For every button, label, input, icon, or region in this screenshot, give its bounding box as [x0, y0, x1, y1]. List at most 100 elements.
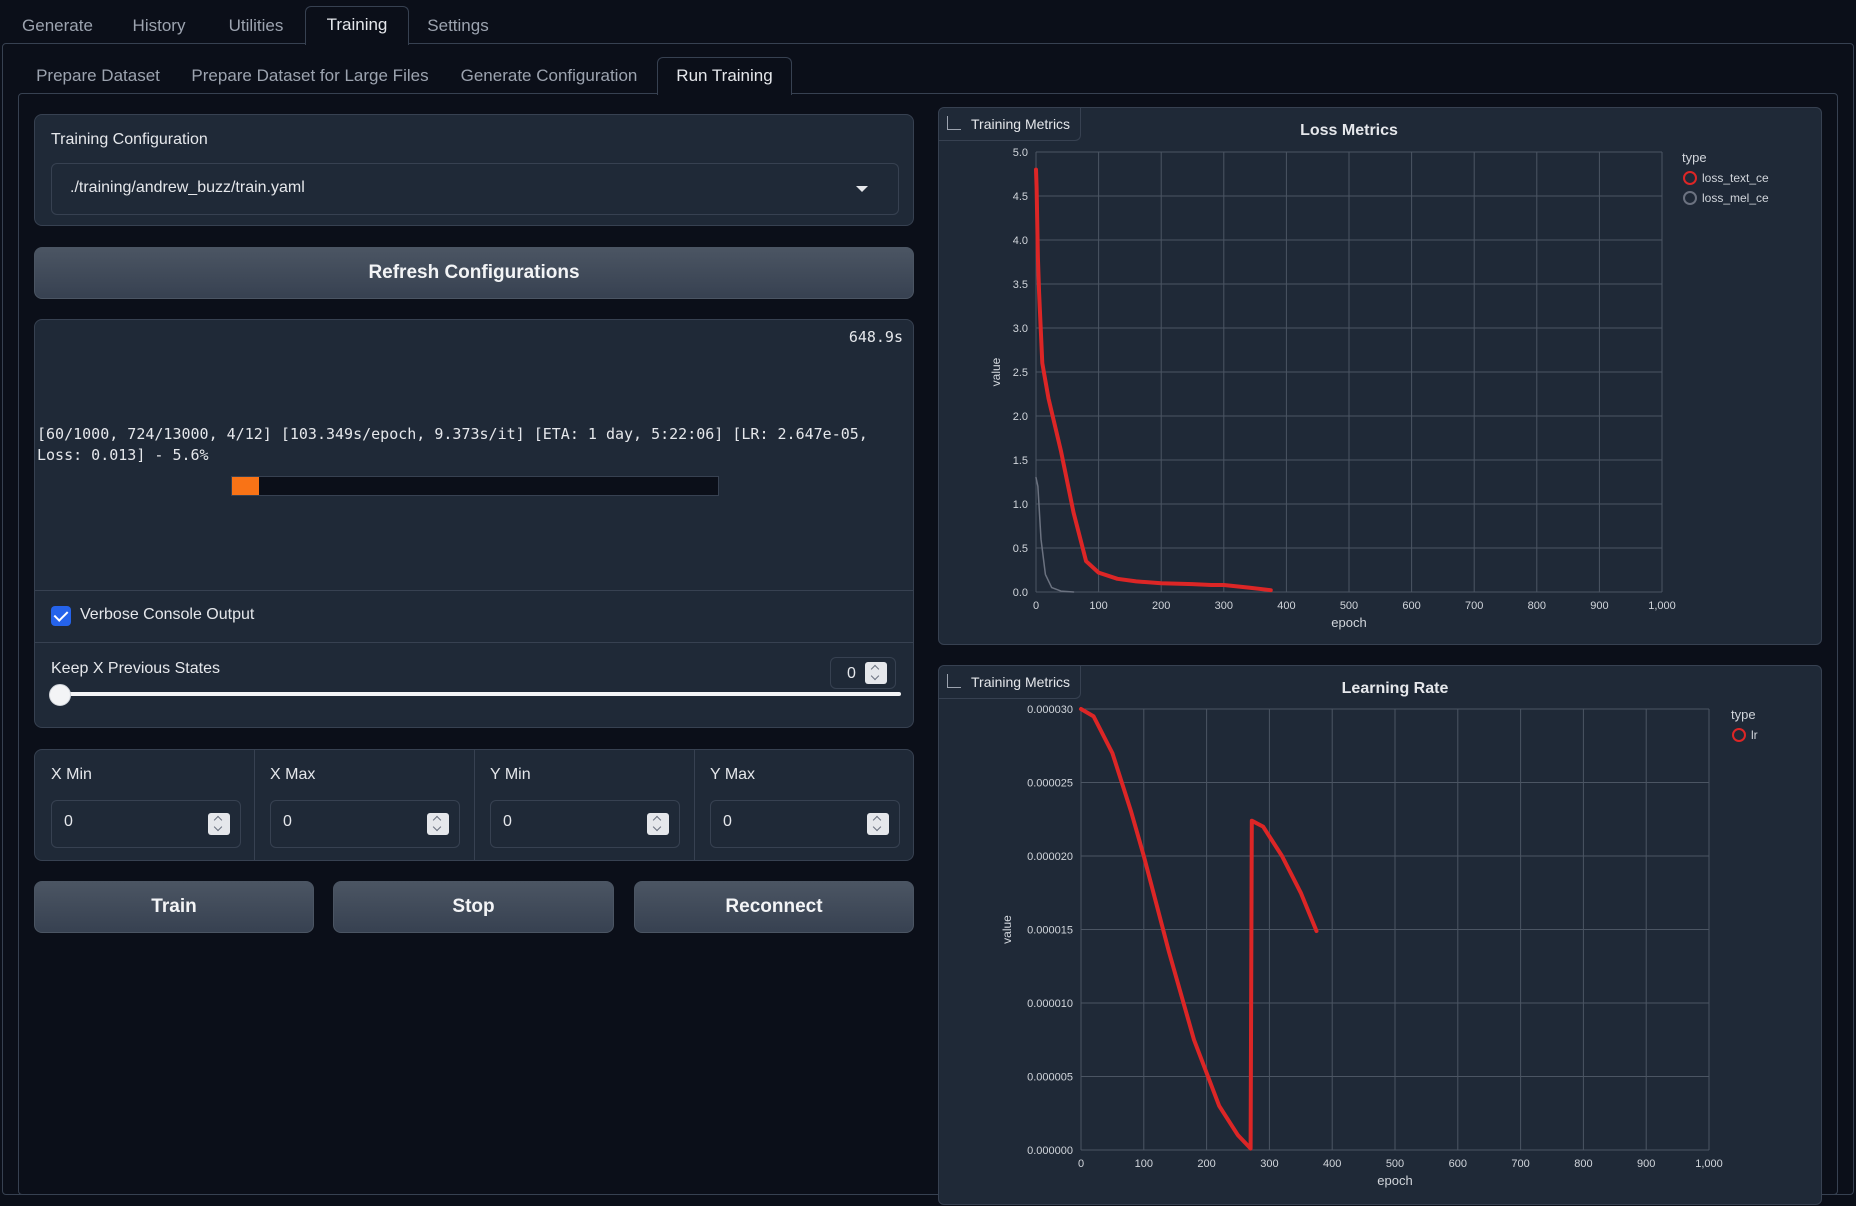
stop-button[interactable]: Stop [333, 881, 614, 933]
y-tick-label: 4.5 [1013, 191, 1028, 203]
x-tick-label: 500 [1340, 600, 1358, 612]
config-selected-value: ./training/andrew_buzz/train.yaml [70, 179, 305, 196]
y-tick-label: 0.000010 [1027, 998, 1073, 1010]
loss-metrics-chart[interactable]: Loss Metrics 0 100 200 300 400 500 600 700 800 900… [939, 108, 1823, 646]
keep-states-value: 0 [847, 665, 856, 682]
subtab-prepare-dataset[interactable]: Prepare Dataset [36, 66, 160, 85]
y-tick-label: 0.5 [1013, 543, 1028, 555]
chip-label: Training Metrics [971, 116, 1071, 132]
y-tick-label: 0.0 [1013, 587, 1028, 599]
x-tick-label: 0 [1078, 1158, 1084, 1170]
spinner-icon[interactable] [208, 813, 230, 835]
tab-utilities[interactable]: Utilities [228, 16, 284, 35]
y-min-input[interactable]: 0 [490, 800, 680, 848]
legend-title: type [1682, 150, 1707, 165]
y-max-input[interactable]: 0 [710, 800, 900, 848]
chevron-down-icon [856, 186, 868, 192]
main-tab-bar: Generate History Utilities Training Sett… [0, 0, 1856, 45]
x-axis-label: epoch [1377, 1173, 1412, 1188]
loss-metrics-panel: Training Metrics Loss Metrics 0 100 200 300 4… [938, 107, 1822, 645]
x-tick-label: 800 [1528, 600, 1546, 612]
keep-states-label: Keep X Previous States [51, 660, 220, 677]
spinner-icon[interactable] [647, 813, 669, 835]
y-axis-label: value [989, 357, 1003, 386]
x-max-input[interactable]: 0 [270, 800, 460, 848]
subtab-run-training[interactable]: Run Training [657, 57, 792, 95]
learning-rate-chart[interactable]: Learning Rate 0 100 200 300 400 500 600 700 800 90… [939, 666, 1823, 1206]
refresh-configurations-button[interactable]: Refresh Configurations [34, 247, 914, 299]
x-min-value: 0 [64, 813, 73, 830]
reconnect-button[interactable]: Reconnect [634, 881, 914, 933]
x-tick-label: 300 [1260, 1158, 1278, 1170]
y-tick-label: 2.5 [1013, 367, 1028, 379]
y-tick-label: 0.000025 [1027, 778, 1073, 790]
x-tick-label: 600 [1402, 600, 1420, 612]
y-min-label: Y Min [490, 766, 531, 783]
series-line-loss_text_ce [1034, 167, 1273, 593]
legend-marker [1683, 171, 1697, 185]
x-tick-label: 900 [1637, 1158, 1655, 1170]
x-tick-label: 0 [1033, 600, 1039, 612]
x-tick-label: 900 [1590, 600, 1608, 612]
legend-marker [1683, 191, 1697, 205]
y-tick-label: 1.0 [1013, 499, 1028, 511]
divider [254, 750, 255, 860]
y-tick-label: 4.0 [1013, 235, 1028, 247]
legend-label: loss_text_ce [1702, 171, 1769, 185]
keep-states-slider-track[interactable] [55, 692, 901, 696]
spinner-icon[interactable] [867, 813, 889, 835]
keep-states-number-input[interactable]: 0 [830, 657, 896, 689]
y-tick-label: 0.000005 [1027, 1072, 1073, 1084]
legend-label: lr [1751, 728, 1758, 742]
x-min-input[interactable]: 0 [51, 800, 241, 848]
tab-training[interactable]: Training [305, 6, 409, 45]
elapsed-timer: 648.9s [848, 328, 903, 346]
y-tick-label: 0.000020 [1027, 851, 1073, 863]
y-tick-label: 1.5 [1013, 455, 1028, 467]
x-tick-label: 700 [1511, 1158, 1529, 1170]
config-label: Training Configuration [51, 131, 208, 148]
y-tick-label: 0.000030 [1027, 704, 1073, 716]
x-tick-label: 200 [1152, 600, 1170, 612]
spinner-icon[interactable] [865, 662, 887, 684]
y-tick-label: 2.0 [1013, 411, 1028, 423]
chart-title: Loss Metrics [1300, 122, 1398, 139]
subtab-generate-configuration[interactable]: Generate Configuration [460, 66, 638, 85]
x-tick-label: 100 [1135, 1158, 1153, 1170]
x-min-label: X Min [51, 766, 92, 783]
y-max-value: 0 [723, 813, 732, 830]
x-tick-label: 1,000 [1695, 1158, 1723, 1170]
tab-generate[interactable]: Generate [22, 16, 93, 35]
divider [35, 590, 913, 591]
x-tick-label: 400 [1323, 1158, 1341, 1170]
divider [694, 750, 695, 860]
progress-status-text: [60/1000, 724/13000, 4/12] [103.349s/epo… [37, 425, 868, 464]
y-tick-label: 0.000000 [1027, 1145, 1073, 1157]
x-max-value: 0 [283, 813, 292, 830]
y-tick-label: 3.5 [1013, 279, 1028, 291]
legend-marker [1732, 728, 1746, 742]
legend-label: loss_mel_ce [1702, 191, 1769, 205]
x-tick-label: 800 [1574, 1158, 1592, 1170]
x-axis-label: epoch [1331, 615, 1366, 630]
config-dropdown[interactable]: ./training/andrew_buzz/train.yaml [51, 163, 899, 215]
train-button[interactable]: Train [34, 881, 314, 933]
y-tick-label: 5.0 [1013, 147, 1028, 159]
y-axis-label: value [1000, 915, 1014, 944]
subtab-prepare-dataset-large[interactable]: Prepare Dataset for Large Files [191, 66, 429, 85]
legend-title: type [1731, 707, 1756, 722]
y-tick-label: 0.000015 [1027, 925, 1073, 937]
x-tick-label: 700 [1465, 600, 1483, 612]
config-panel: Training Configuration ./training/andrew… [34, 114, 914, 226]
chip-label: Training Metrics [971, 674, 1071, 690]
keep-states-slider-thumb[interactable] [49, 684, 71, 706]
x-tick-label: 100 [1089, 600, 1107, 612]
tab-history[interactable]: History [132, 16, 186, 35]
tab-settings[interactable]: Settings [427, 16, 489, 35]
spinner-icon[interactable] [427, 813, 449, 835]
verbose-checkbox[interactable] [51, 606, 71, 626]
line-chart-icon [947, 116, 961, 130]
y-min-value: 0 [503, 813, 512, 830]
x-tick-label: 500 [1386, 1158, 1404, 1170]
divider [35, 642, 913, 643]
